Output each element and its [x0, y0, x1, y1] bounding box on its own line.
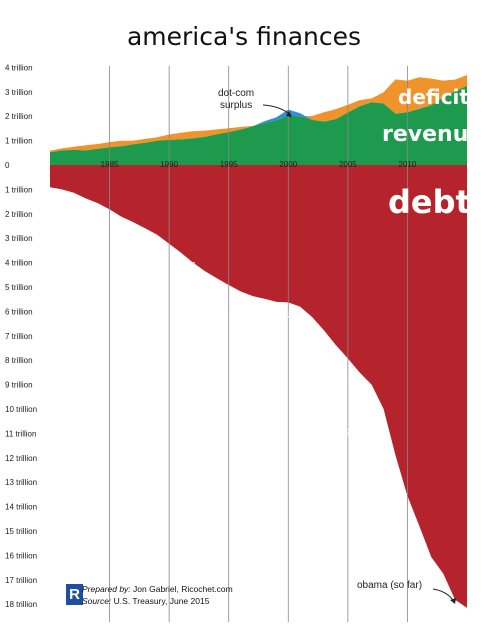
- y-tick-upper-3: 3 trillion: [5, 88, 33, 97]
- y-tick-upper-1: 1 trillion: [5, 137, 33, 146]
- x-tick-2005: 2005: [339, 160, 357, 169]
- x-tick-1990: 1990: [160, 160, 178, 169]
- source-value: U.S. Treasury, June 2015: [113, 596, 210, 606]
- y-tick-lower-17: 17 trillion: [5, 576, 37, 585]
- x-tick-2000: 2000: [279, 160, 297, 169]
- area-layers: [50, 75, 467, 608]
- y-tick-upper-2: 2 trillion: [5, 112, 33, 121]
- reagan-arrowhead: [143, 230, 149, 236]
- prepared-by-label: Prepared by:: [82, 584, 131, 594]
- bush2-arrow: [358, 420, 384, 431]
- year-gridlines: [109, 66, 408, 622]
- y-tick-lower-3: 3 trillion: [5, 234, 33, 243]
- y-tick-lower-7: 7 trillion: [5, 332, 33, 341]
- y-tick-lower-10: 10 trillion: [5, 405, 37, 414]
- debt-label: debt: [388, 183, 471, 221]
- x-tick-2010: 2010: [399, 160, 417, 169]
- obama-arrow: [432, 588, 454, 601]
- y-tick-upper-0: 0: [5, 161, 10, 170]
- deficit-label: deficit: [398, 85, 469, 109]
- credit-block: Prepared by: Jon Gabriel, Ricochet.com S…: [82, 583, 233, 607]
- y-tick-lower-15: 15 trillion: [5, 527, 37, 536]
- y-tick-lower-18: 18 trillion: [5, 600, 37, 609]
- debt-area: [50, 165, 467, 608]
- clinton-arrowhead: [288, 312, 294, 317]
- y-tick-upper-4: 4 trillion: [5, 63, 33, 72]
- y-tick-lower-11: 11 trillion: [5, 429, 36, 438]
- source-line: Source: U.S. Treasury, June 2015: [82, 595, 233, 607]
- y-tick-lower-6: 6 trillion: [5, 307, 33, 316]
- surplus-annotation-line2: surplus: [220, 100, 252, 111]
- y-tick-lower-5: 5 trillion: [5, 283, 33, 292]
- bush1-arrow: [169, 263, 194, 277]
- y-tick-lower-8: 8 trillion: [5, 356, 33, 365]
- bush2-annotation: bush #2: [315, 428, 351, 439]
- deficit-area: [50, 75, 467, 153]
- chart-title: america's finances: [127, 22, 361, 51]
- surplus-annotation-line1: dot-com: [218, 88, 254, 99]
- y-tick-lower-16: 16 trillion: [5, 551, 37, 560]
- source-label: Source:: [82, 596, 112, 606]
- y-axis-labels: 0 1 trillion 2 trillion 3 trillion 4 trillio…: [5, 63, 37, 609]
- bush1-arrowhead: [189, 262, 195, 267]
- bush1-annotation: bush #1: [127, 275, 163, 286]
- revenue-area: [50, 85, 467, 165]
- prepared-by-line: Prepared by: Jon Gabriel, Ricochet.com: [82, 583, 233, 595]
- reagan-annotation: reagan: [78, 242, 109, 253]
- obama-annotation: obama (so far): [357, 580, 422, 591]
- x-tick-1985: 1985: [101, 160, 119, 169]
- y-tick-lower-12: 12 trillion: [5, 454, 37, 463]
- surplus-arrowhead: [286, 111, 292, 117]
- y-tick-lower-9: 9 trillion: [5, 381, 33, 390]
- bush2-arrowhead: [379, 419, 385, 424]
- y-tick-lower-2: 2 trillion: [5, 210, 33, 219]
- y-tick-lower-4: 4 trillion: [5, 259, 33, 268]
- x-axis-labels: 1985 1990 1995 2000 2005 2010: [101, 160, 417, 169]
- y-tick-lower-13: 13 trillion: [5, 478, 37, 487]
- obama-arrowhead: [450, 598, 456, 604]
- reagan-arrow: [116, 231, 148, 245]
- ricochet-logo: R: [66, 584, 83, 605]
- clinton-arrow: [265, 313, 293, 326]
- y-tick-lower-14: 14 trillion: [5, 503, 37, 512]
- clinton-annotation: clinton: [229, 321, 258, 332]
- y-tick-lower-1: 1 trillion: [5, 185, 33, 194]
- revenue-label: revenue: [382, 122, 483, 147]
- x-tick-1995: 1995: [220, 160, 238, 169]
- prepared-by-value: Jon Gabriel, Ricochet.com: [133, 584, 233, 594]
